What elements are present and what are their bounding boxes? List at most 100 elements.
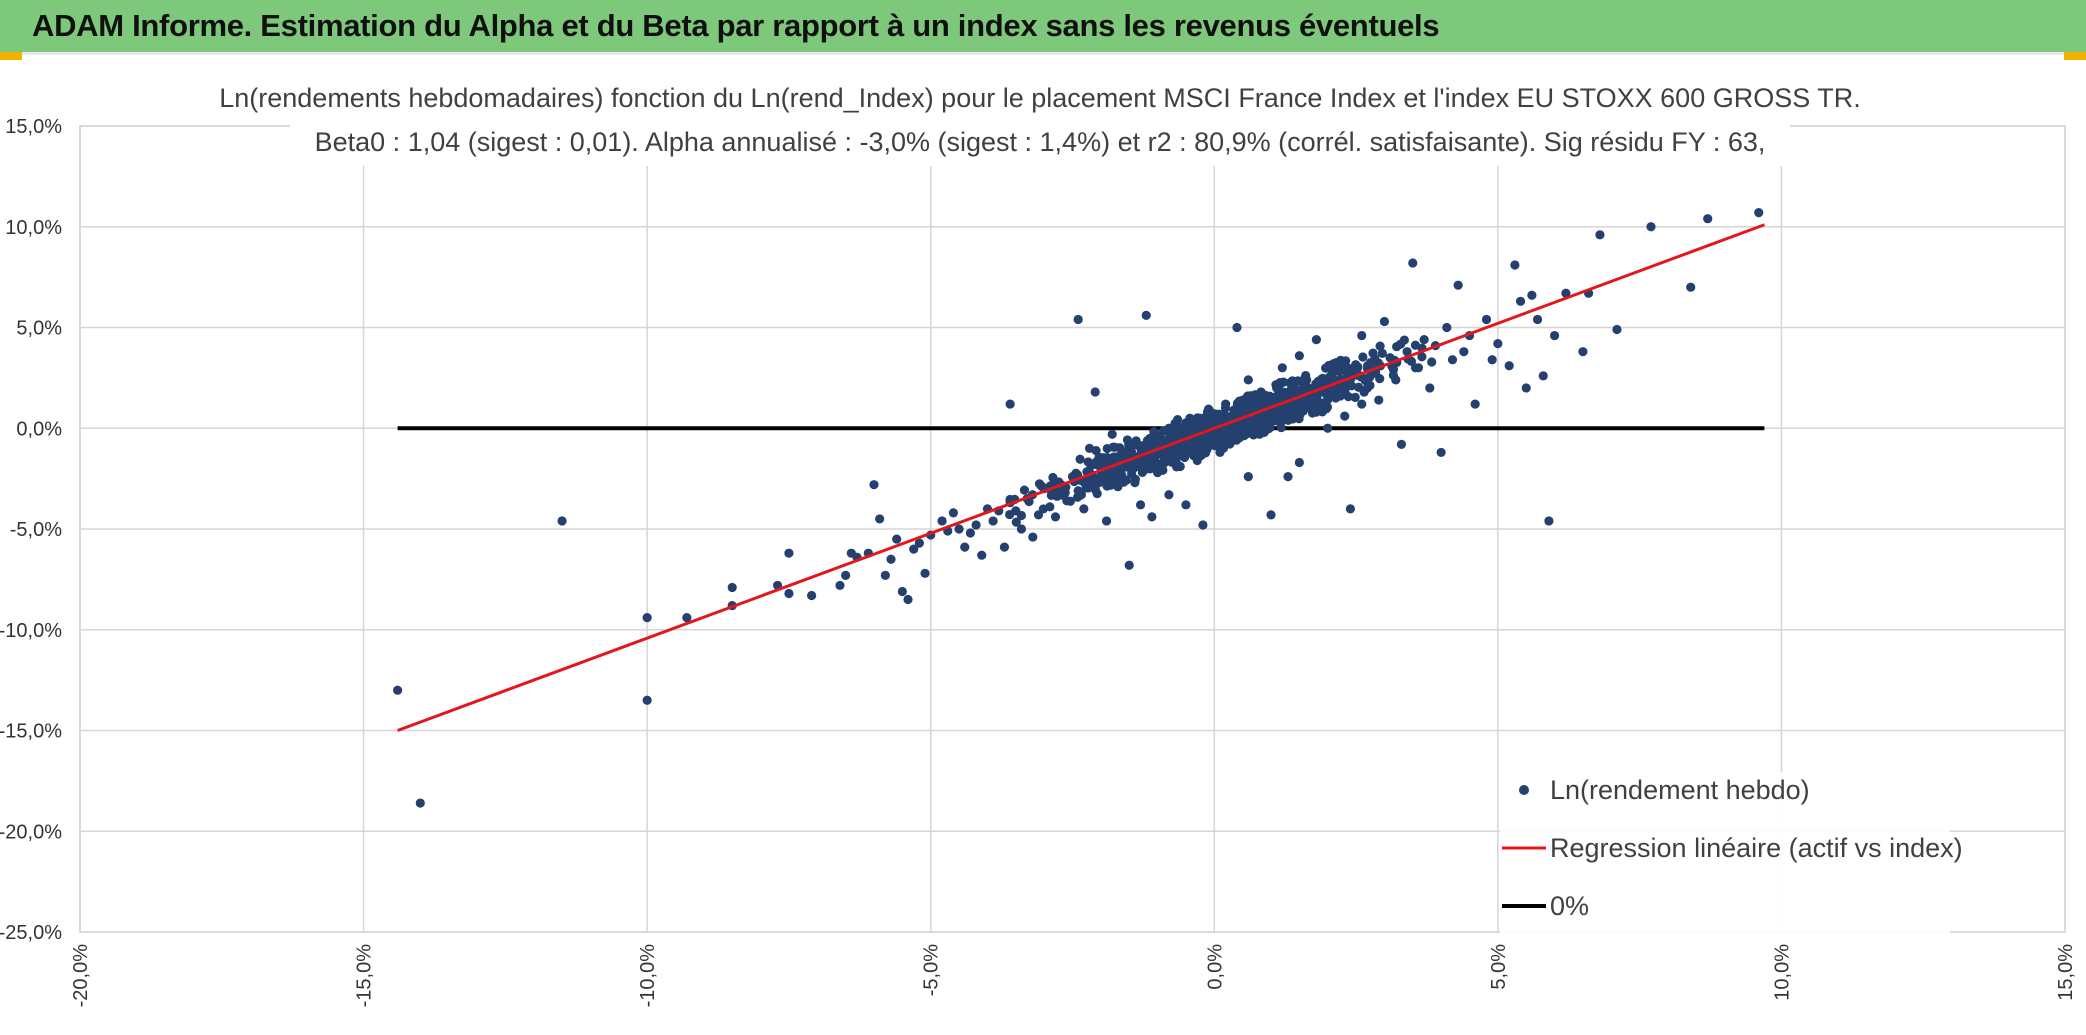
scatter-point: [1413, 363, 1424, 373]
chart-area: -25,0% -20,0% -15,0% -10,0% -5,0% 0,0% 5,0% 10,…: [0, 62, 2086, 1035]
scatter-point-cluster: [1121, 475, 1131, 485]
scatter-point-cluster: [1331, 393, 1341, 403]
scatter-point-cluster: [1149, 427, 1159, 437]
scatter-point-cluster: [1213, 436, 1223, 447]
scatter-point: [1402, 347, 1412, 357]
scatter-point: [1198, 520, 1208, 530]
scatter-point: [1311, 407, 1321, 417]
scatter-point: [1470, 399, 1480, 409]
scatter-point: [1255, 429, 1265, 439]
scatter-point: [1084, 443, 1095, 453]
scatter-point-cluster: [1343, 363, 1354, 373]
scatter-point-cluster: [1353, 382, 1364, 392]
scatter-point: [1016, 524, 1027, 534]
scatter-point: [1243, 472, 1253, 482]
scatter-point-cluster: [1377, 348, 1387, 358]
scatter-point-cluster: [1201, 414, 1211, 424]
y-tick-label: -25,0%: [0, 922, 62, 944]
chart-subtitle: Beta0 : 1,04 (sigest : 0,01). Alpha annu…: [315, 127, 1766, 157]
scatter-point: [903, 594, 913, 605]
scatter-point: [971, 520, 981, 530]
scatter-point: [415, 798, 425, 808]
scatter-point: [1096, 474, 1106, 484]
scatter-point: [1510, 260, 1520, 270]
scatter-point-cluster: [1116, 468, 1126, 479]
scatter-point-cluster: [1235, 419, 1245, 429]
scatter-point-cluster: [1284, 408, 1294, 418]
scatter-point: [897, 586, 907, 597]
scatter-point: [1754, 208, 1764, 218]
scatter-point-cluster: [1427, 357, 1437, 367]
scatter-point: [1357, 399, 1367, 409]
scatter-point-cluster: [1225, 439, 1235, 449]
scatter-point: [1612, 324, 1622, 335]
scatter-point: [920, 568, 930, 578]
scatter-point: [1277, 415, 1287, 425]
x-tick-label: 10,0%: [1771, 944, 1793, 1001]
scatter-point-cluster: [1289, 381, 1299, 392]
scatter-point-cluster: [1311, 396, 1321, 406]
scatter-point: [1311, 334, 1321, 345]
legend-label-zero: 0%: [1550, 891, 1589, 921]
scatter-point: [875, 514, 885, 524]
scatter-point-cluster: [1417, 352, 1427, 362]
scatter-point: [1521, 383, 1531, 393]
legend-box: [1500, 772, 1950, 942]
scatter-point: [1362, 383, 1373, 393]
scatter-point: [1340, 411, 1350, 421]
scatter-point-cluster: [1102, 443, 1112, 454]
scatter-point-cluster: [1180, 423, 1190, 434]
scatter-point: [1215, 447, 1225, 458]
scatter-point-cluster: [1075, 454, 1085, 464]
scatter-point: [1158, 457, 1168, 468]
scatter-point: [1646, 222, 1656, 232]
scatter-point: [1504, 361, 1514, 371]
y-tick-label: 15,0%: [5, 116, 62, 138]
scatter-point: [880, 570, 890, 580]
scatter-point: [1192, 455, 1202, 466]
scatter-point: [1243, 375, 1253, 385]
scatter-point-cluster: [1396, 339, 1406, 349]
scatter-point-cluster: [1049, 477, 1059, 487]
scatter-point: [682, 613, 692, 623]
scatter-point: [1164, 490, 1174, 500]
scatter-point: [1561, 288, 1571, 298]
scatter-point-cluster: [1174, 429, 1184, 439]
x-tick-label: -15,0%: [354, 944, 376, 1008]
scatter-point: [1164, 423, 1174, 433]
scatter-point: [1062, 496, 1072, 506]
scatter-point: [1487, 355, 1497, 365]
scatter-point: [1345, 504, 1355, 514]
scatter-point-cluster: [1185, 413, 1195, 423]
scatter-point-cluster: [1406, 356, 1417, 366]
scatter-point: [1028, 532, 1038, 542]
scatter-point: [1011, 506, 1021, 516]
chart-title: Ln(rendements hebdomadaires) fonction du…: [219, 83, 1861, 113]
scatter-point: [937, 516, 947, 526]
scatter-point: [1379, 316, 1390, 327]
scatter-point: [954, 524, 964, 534]
scatter-point-cluster: [1151, 434, 1161, 444]
scatter-point: [1703, 214, 1713, 224]
scatter-point: [1152, 467, 1163, 478]
scatter-point: [1073, 486, 1083, 496]
scatter-point: [1527, 290, 1537, 300]
scatter-point: [393, 685, 403, 695]
scatter-point: [1079, 504, 1089, 514]
scatter-point: [1459, 347, 1469, 357]
scatter-point-cluster: [1350, 392, 1360, 403]
scatter-point: [1408, 258, 1418, 268]
scatter-point-cluster: [1410, 340, 1421, 350]
scatter-point-cluster: [1266, 412, 1276, 422]
banner-corner-right: [2064, 52, 2086, 60]
scatter-point: [1272, 383, 1282, 393]
scatter-point: [1442, 322, 1452, 333]
y-tick-label: -10,0%: [0, 620, 62, 642]
scatter-point: [1294, 351, 1304, 361]
scatter-point: [948, 508, 959, 518]
scatter-point: [1425, 383, 1435, 393]
scatter-point: [1686, 282, 1696, 292]
scatter-point: [1226, 431, 1236, 441]
scatter-point: [1175, 461, 1185, 472]
scatter-point: [1130, 478, 1140, 488]
